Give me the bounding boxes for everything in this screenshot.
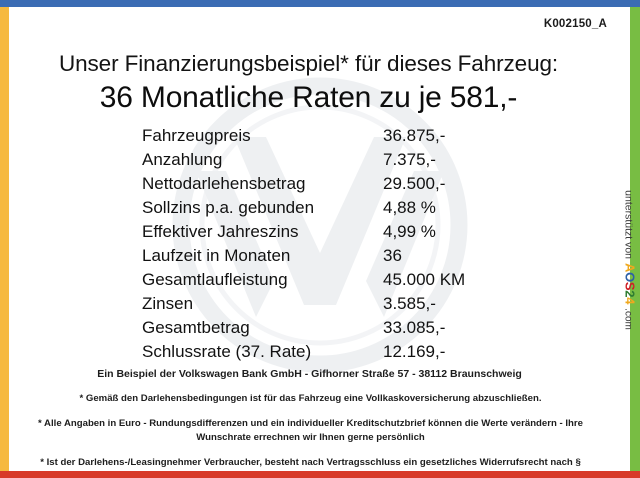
page-title: Unser Finanzierungsbeispiel* für dieses …: [58, 51, 559, 76]
border-stripe-right: [630, 7, 640, 471]
document-code: K002150_A: [543, 18, 607, 30]
row-value: 45.000 KM: [383, 270, 466, 289]
table-row: Schlussrate (37. Rate) 12.169,-: [142, 342, 502, 366]
sponsor-strip: unterstützt von AOS24 .com: [620, 165, 640, 355]
row-value: 7.375,-: [383, 150, 436, 169]
row-value: 33.085,-: [383, 318, 446, 337]
legal-disclaimers: * Gemäß den Darlehensbedingungen ist für…: [35, 392, 586, 471]
row-value: 3.585,-: [383, 294, 436, 313]
border-stripe-bottom: [0, 471, 640, 478]
finance-details-table: Fahrzeugpreis 36.875,- Anzahlung 7.375,-…: [142, 126, 502, 366]
bank-address-line: Ein Beispiel der Volkswagen Bank GmbH - …: [97, 368, 522, 380]
row-label: Gesamtbetrag: [142, 318, 250, 337]
row-label: Fahrzeugpreis: [142, 126, 251, 145]
aos24-letter-o: O: [622, 272, 638, 282]
table-row: Gesamtlaufleistung 45.000 KM: [142, 270, 502, 294]
table-row: Anzahlung 7.375,-: [142, 150, 502, 174]
row-value: 12.169,-: [383, 342, 446, 361]
table-row: Nettodarlehensbetrag 29.500,-: [142, 174, 502, 198]
row-label: Laufzeit in Monaten: [142, 246, 291, 265]
row-value: 4,88 %: [383, 198, 436, 217]
page-canvas: K002150_A Unser Finanzierungsbeispiel* f…: [9, 7, 630, 471]
legal-note-currency: * Alle Angaben in Euro - Rundungsdiffere…: [38, 418, 583, 443]
legal-note-insurance: * Gemäß den Darlehensbedingungen ist für…: [79, 393, 542, 404]
sponsor-label: unterstützt von: [622, 190, 635, 260]
aos24-letter-4: 4: [622, 297, 638, 305]
aos24-letter-a: A: [622, 263, 638, 273]
table-row: Sollzins p.a. gebunden 4,88 %: [142, 198, 502, 222]
table-row: Laufzeit in Monaten 36: [142, 246, 502, 270]
row-label: Nettodarlehensbetrag: [142, 174, 306, 193]
row-label: Anzahlung: [142, 150, 223, 169]
border-stripe-top: [0, 0, 640, 7]
aos24-logo[interactable]: AOS24: [623, 263, 638, 304]
row-label: Sollzins p.a. gebunden: [142, 198, 315, 217]
row-label: Schlussrate (37. Rate): [142, 342, 312, 361]
row-value: 36.875,-: [383, 126, 446, 145]
page-subtitle: 36 Monatliche Raten zu je 581,-: [99, 81, 518, 114]
table-row: Gesamtbetrag 33.085,-: [142, 318, 502, 342]
row-label: Gesamtlaufleistung: [142, 270, 288, 289]
border-stripe-left: [0, 7, 9, 471]
page-content: K002150_A Unser Finanzierungsbeispiel* f…: [9, 7, 630, 471]
table-row: Effektiver Jahreszins 4,99 %: [142, 222, 502, 246]
aos24-letter-s: S: [622, 281, 638, 291]
row-value: 36: [383, 246, 402, 265]
row-label: Zinsen: [142, 294, 194, 313]
legal-note-withdrawal: * Ist der Darlehens-/Leasingnehmer Verbr…: [40, 457, 581, 468]
row-value: 29.500,-: [383, 174, 446, 193]
row-label: Effektiver Jahreszins: [142, 222, 299, 241]
table-row: Zinsen 3.585,-: [142, 294, 502, 318]
sponsor-tld: .com: [622, 308, 634, 330]
table-row: Fahrzeugpreis 36.875,-: [142, 126, 502, 150]
row-value: 4,99 %: [383, 222, 436, 241]
